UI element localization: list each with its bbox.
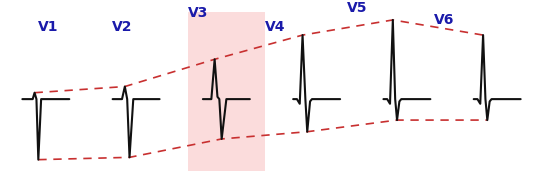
Text: V4: V4 [265,20,286,34]
Text: V2: V2 [112,20,132,34]
Text: V5: V5 [348,1,368,15]
Text: V3: V3 [187,6,208,20]
Text: V1: V1 [37,20,58,34]
Bar [188,12,265,171]
Text: V6: V6 [434,13,454,27]
